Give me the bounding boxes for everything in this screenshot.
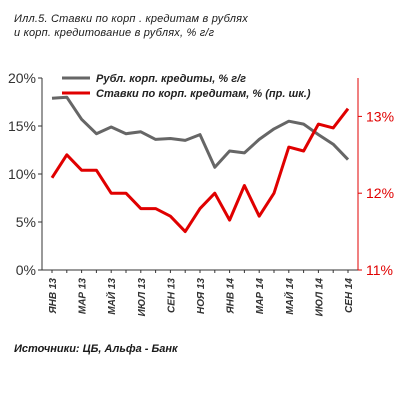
- legend-label-1: Рубл. корп. кредиты, % г/г: [96, 73, 246, 85]
- y-left-tick-label: 20%: [8, 70, 36, 86]
- x-tick-label: ИЮЛ 14: [314, 278, 325, 317]
- x-tick-label: ИЮЛ 13: [137, 278, 148, 317]
- y-left-tick-label: 15%: [8, 118, 36, 134]
- source-note: Источники: ЦБ, Альфа - Банк: [14, 343, 178, 355]
- x-tick-label: СЕН 14: [344, 278, 355, 313]
- chart-title-line2: и корп. кредитование в рублях, % г/г: [14, 27, 215, 39]
- y-right-tick-label: 12%: [366, 185, 394, 201]
- x-tick-label: МАР 13: [78, 278, 89, 315]
- y-left-tick-label: 0%: [16, 262, 36, 278]
- series-line-1: [51, 95, 350, 169]
- x-tick-label: ЯНВ 13: [48, 278, 59, 315]
- y-right-tick-label: 11%: [366, 262, 393, 278]
- x-tick-label: МАР 14: [255, 278, 266, 315]
- legend-label-2: Ставки по корп. кредитам, % (пр. шк.): [96, 88, 311, 100]
- y-left-tick-label: 5%: [16, 214, 36, 230]
- x-tick-label: НОЯ 13: [196, 278, 207, 314]
- y-right-tick-label: 13%: [366, 108, 394, 124]
- x-tick-label: ЯНВ 14: [226, 278, 237, 315]
- x-tick-label: МАЙ 14: [283, 278, 296, 315]
- chart-title: Илл.5. Ставки по корп . кредитам в рубля…: [14, 12, 394, 40]
- y-left-tick-label: 10%: [8, 166, 36, 182]
- series-line-2: [50, 107, 350, 234]
- x-tick-label: СЕН 13: [166, 278, 177, 313]
- x-tick-label: МАЙ 13: [105, 278, 118, 315]
- chart-title-line1: Илл.5. Ставки по корп . кредитам в рубля…: [14, 13, 248, 25]
